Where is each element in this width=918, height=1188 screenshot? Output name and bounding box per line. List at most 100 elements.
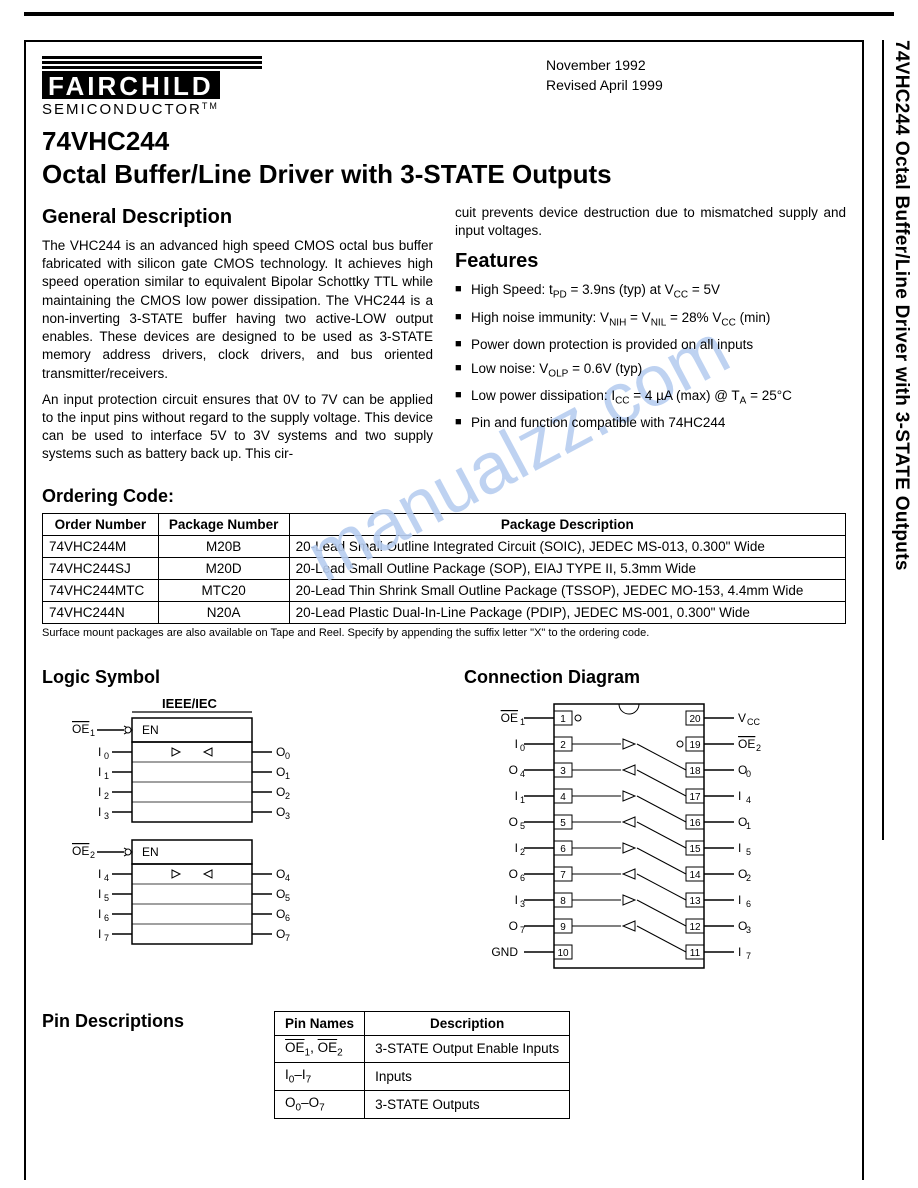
- feature-item: High Speed: tPD = 3.9ns (typ) at VCC = 5…: [455, 281, 846, 302]
- svg-text:0: 0: [285, 751, 290, 761]
- part-number: 74VHC244: [42, 126, 846, 157]
- svg-text:1: 1: [746, 821, 751, 831]
- pin-header: Description: [365, 1011, 570, 1035]
- svg-text:I: I: [738, 945, 741, 959]
- order-header: Package Number: [158, 513, 289, 535]
- svg-text:2: 2: [90, 850, 95, 860]
- svg-text:7: 7: [285, 933, 290, 943]
- svg-text:5: 5: [285, 893, 290, 903]
- order-cell: MTC20: [158, 579, 289, 601]
- svg-text:8: 8: [560, 896, 566, 907]
- col-left: General Description The VHC244 is an adv…: [42, 204, 433, 472]
- svg-text:7: 7: [746, 951, 751, 961]
- order-cell: 20-Lead Plastic Dual-In-Line Package (PD…: [289, 601, 845, 623]
- svg-text:O: O: [276, 765, 285, 779]
- svg-text:V: V: [738, 711, 746, 725]
- svg-text:5: 5: [104, 893, 109, 903]
- pin-cell: 3-STATE Outputs: [365, 1091, 570, 1119]
- svg-text:I: I: [515, 841, 518, 855]
- table-row: O0–O73-STATE Outputs: [275, 1091, 570, 1119]
- svg-text:I: I: [98, 745, 101, 759]
- gen-desc-p2: An input protection circuit ensures that…: [42, 391, 433, 464]
- svg-text:0: 0: [520, 743, 525, 753]
- table-row: OE1, OE23-STATE Output Enable Inputs: [275, 1035, 570, 1063]
- table-row: 74VHC244NN20A20-Lead Plastic Dual-In-Lin…: [43, 601, 846, 623]
- svg-text:O: O: [509, 815, 518, 829]
- gen-desc-p3: cuit prevents device destruction due to …: [455, 204, 846, 240]
- svg-text:11: 11: [690, 948, 701, 959]
- svg-text:2: 2: [520, 847, 525, 857]
- pin-desc-heading: Pin Descriptions: [42, 1011, 184, 1032]
- logo-sub: SEMICONDUCTORTM: [42, 101, 846, 118]
- svg-text:2: 2: [104, 791, 109, 801]
- svg-text:I: I: [515, 789, 518, 803]
- svg-text:O: O: [276, 745, 285, 759]
- svg-text:O: O: [276, 867, 285, 881]
- col-right: cuit prevents device destruction due to …: [455, 204, 846, 472]
- svg-text:4: 4: [560, 792, 566, 803]
- pin-header: Pin Names: [275, 1011, 365, 1035]
- svg-text:9: 9: [560, 922, 566, 933]
- svg-text:0: 0: [746, 769, 751, 779]
- svg-text:19: 19: [689, 740, 701, 751]
- connection-heading: Connection Diagram: [464, 667, 846, 688]
- order-cell: 74VHC244N: [43, 601, 159, 623]
- svg-text:3: 3: [560, 766, 566, 777]
- svg-text:4: 4: [520, 769, 525, 779]
- connection-col: Connection Diagram 1OE120VCC2I019OE23O41…: [464, 653, 846, 997]
- svg-text:OE: OE: [72, 722, 89, 736]
- logic-symbol-heading: Logic Symbol: [42, 667, 424, 688]
- svg-text:15: 15: [689, 844, 701, 855]
- feature-item: Low power dissipation: ICC = 4 µA (max) …: [455, 387, 846, 408]
- svg-text:I: I: [98, 867, 101, 881]
- connection-diagram: 1OE120VCC2I019OE23O418O04I117I45O516O16I…: [464, 694, 794, 984]
- order-header: Order Number: [43, 513, 159, 535]
- svg-text:I: I: [98, 785, 101, 799]
- order-cell: N20A: [158, 601, 289, 623]
- top-rule: [24, 12, 894, 16]
- svg-text:I: I: [98, 765, 101, 779]
- order-cell: 20-Lead Small Outline Package (SOP), EIA…: [289, 557, 845, 579]
- svg-text:1: 1: [285, 771, 290, 781]
- order-cell: M20B: [158, 535, 289, 557]
- pin-cell: OE1, OE2: [275, 1035, 365, 1063]
- side-title: 74VHC244 Octal Buffer/Line Driver with 3…: [882, 40, 912, 840]
- svg-text:O: O: [276, 785, 285, 799]
- svg-text:CC: CC: [747, 717, 760, 727]
- order-cell: 74VHC244SJ: [43, 557, 159, 579]
- svg-text:1: 1: [560, 714, 566, 725]
- logo-name: FAIRCHILD: [42, 71, 220, 99]
- table-row: 74VHC244MM20B20-Lead Small Outline Integ…: [43, 535, 846, 557]
- feature-item: Low noise: VOLP = 0.6V (typ): [455, 360, 846, 381]
- ordering-table: Order NumberPackage NumberPackage Descri…: [42, 513, 846, 624]
- svg-text:O: O: [509, 919, 518, 933]
- svg-text:O: O: [276, 887, 285, 901]
- svg-text:EN: EN: [142, 723, 159, 737]
- svg-text:3: 3: [520, 899, 525, 909]
- table-row: 74VHC244SJM20D20-Lead Small Outline Pack…: [43, 557, 846, 579]
- svg-text:5: 5: [520, 821, 525, 831]
- svg-text:14: 14: [689, 870, 701, 881]
- svg-text:I: I: [738, 841, 741, 855]
- svg-text:I: I: [98, 887, 101, 901]
- date-issued: November 1992: [546, 56, 663, 76]
- svg-text:I: I: [515, 737, 518, 751]
- diagrams-row: Logic Symbol IEEE/IECENOE1I0O0I1O1I2O2I3…: [42, 653, 846, 997]
- svg-text:20: 20: [689, 714, 701, 725]
- svg-text:OE: OE: [738, 737, 755, 751]
- order-cell: 20-Lead Small Outline Integrated Circuit…: [289, 535, 845, 557]
- page-title: Octal Buffer/Line Driver with 3-STATE Ou…: [42, 159, 846, 190]
- svg-text:1: 1: [520, 795, 525, 805]
- feature-item: Power down protection is provided on all…: [455, 336, 846, 354]
- svg-text:6: 6: [520, 873, 525, 883]
- svg-text:6: 6: [746, 899, 751, 909]
- feature-item: Pin and function compatible with 74HC244: [455, 414, 846, 432]
- logic-symbol-diagram: IEEE/IECENOE1I0O0I1O1I2O2I3O3ENOE2I4O4I5…: [42, 694, 322, 994]
- logo: FAIRCHILD SEMICONDUCTORTM: [42, 56, 846, 118]
- svg-text:I: I: [98, 927, 101, 941]
- svg-text:EN: EN: [142, 845, 159, 859]
- svg-text:2: 2: [746, 873, 751, 883]
- svg-text:OE: OE: [72, 844, 89, 858]
- date-revised: Revised April 1999: [546, 76, 663, 96]
- svg-text:17: 17: [689, 792, 701, 803]
